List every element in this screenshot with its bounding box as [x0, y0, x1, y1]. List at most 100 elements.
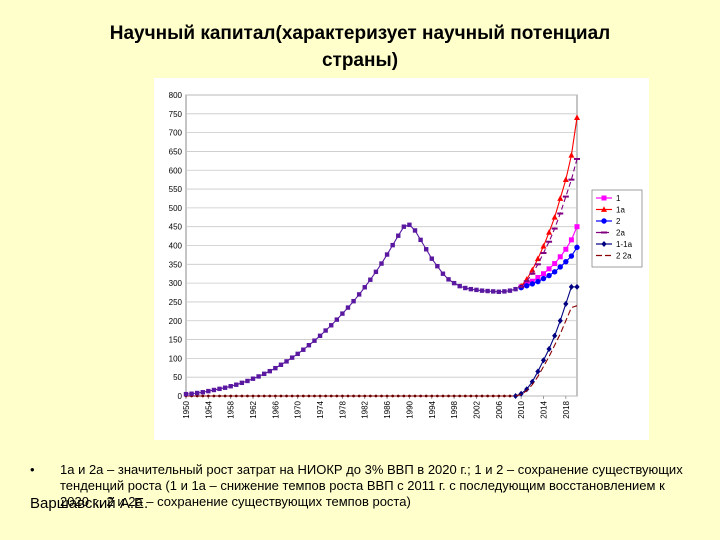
y-tick-label: 200 — [169, 317, 183, 326]
data-point — [429, 256, 434, 261]
y-tick-label: 600 — [169, 166, 183, 175]
data-point — [568, 283, 575, 290]
x-tick-label: 1970 — [294, 400, 303, 418]
data-point — [557, 264, 563, 270]
data-point — [418, 237, 423, 243]
data-point — [329, 323, 334, 328]
data-point — [601, 218, 607, 224]
x-tick-label: 1990 — [405, 400, 414, 418]
data-point — [206, 394, 210, 398]
footnote-text: 1а и 2а – значительный рост затрат на НИ… — [60, 462, 683, 509]
data-point — [552, 332, 558, 339]
data-point — [229, 394, 233, 398]
legend-item: 1a — [596, 206, 625, 215]
data-point — [601, 206, 607, 212]
data-point — [285, 394, 288, 398]
chart-area: 0 50 100 150 200 250 300 350 400 450 500 550 600 650 7… — [154, 78, 649, 440]
data-point — [563, 258, 569, 265]
y-tick-label: 550 — [169, 185, 183, 194]
data-point — [290, 394, 294, 398]
data-point — [380, 394, 383, 398]
data-point — [563, 246, 569, 252]
data-point — [496, 289, 501, 294]
data-point — [384, 252, 390, 257]
data-point — [250, 376, 256, 381]
page-title: Научный капитал(характеризует научный по… — [60, 20, 660, 74]
legend-label: 2 2a — [616, 252, 632, 261]
data-point — [424, 394, 428, 398]
data-point — [352, 394, 355, 398]
data-point — [279, 394, 283, 398]
y-tick-label: 50 — [173, 373, 182, 382]
y-tick-label: 150 — [169, 336, 183, 345]
data-point — [435, 263, 440, 269]
data-point — [491, 394, 495, 398]
series-line — [515, 305, 578, 397]
data-point — [574, 244, 580, 251]
data-point — [529, 281, 536, 287]
data-point — [390, 242, 395, 248]
data-point — [284, 359, 289, 364]
data-point — [246, 394, 249, 398]
y-tick-label: 450 — [169, 223, 183, 232]
data-point — [557, 317, 563, 324]
y-tick-label: 400 — [169, 242, 183, 251]
data-point — [217, 386, 222, 392]
data-point — [546, 272, 552, 279]
series-1-1a — [512, 283, 580, 399]
data-point — [256, 374, 261, 379]
data-point — [345, 305, 351, 310]
data-point — [601, 195, 607, 201]
data-point — [206, 388, 211, 394]
data-point — [268, 394, 272, 398]
data-point — [557, 254, 563, 260]
data-point — [479, 288, 485, 293]
data-point — [368, 277, 373, 282]
data-point — [401, 224, 407, 229]
chart-svg: 0 50 100 150 200 250 300 350 400 450 500 550 600 650 7… — [169, 91, 643, 419]
data-point — [458, 394, 462, 398]
series-history — [183, 222, 518, 397]
data-point — [323, 328, 328, 333]
y-tick-label: 0 — [178, 392, 183, 401]
data-point — [485, 288, 490, 294]
data-point — [568, 253, 575, 259]
data-point — [362, 285, 367, 290]
title-line-2: страны) — [321, 50, 399, 71]
data-point — [324, 394, 328, 398]
data-point — [601, 241, 607, 247]
data-point — [223, 394, 227, 398]
data-point — [211, 387, 217, 393]
data-point — [440, 271, 446, 276]
legend-label: 1-1a — [616, 240, 633, 249]
data-point — [463, 285, 468, 291]
data-point — [257, 394, 261, 398]
data-point — [262, 394, 266, 398]
series-2 — [518, 244, 580, 291]
y-tick-label: 100 — [169, 354, 183, 363]
data-point — [452, 394, 456, 398]
data-point — [574, 283, 580, 290]
data-point — [363, 394, 367, 398]
legend-label: 2 — [616, 217, 621, 226]
data-point — [318, 394, 322, 398]
data-point — [317, 333, 323, 338]
data-point — [218, 394, 221, 398]
data-point — [379, 261, 384, 266]
data-point — [407, 222, 412, 228]
data-point — [278, 362, 284, 367]
data-point — [408, 394, 411, 398]
y-tick-label: 800 — [169, 91, 183, 100]
footnote-bullet: • — [30, 462, 35, 477]
data-point — [529, 378, 535, 385]
series-2a — [518, 157, 580, 288]
data-point — [289, 355, 295, 360]
data-point — [497, 394, 501, 398]
data-point — [212, 394, 216, 398]
legend-item: 2 — [596, 217, 621, 226]
data-point — [396, 233, 401, 238]
data-point — [563, 300, 569, 307]
data-point — [451, 280, 457, 286]
data-point — [412, 228, 418, 233]
data-point — [524, 283, 530, 289]
